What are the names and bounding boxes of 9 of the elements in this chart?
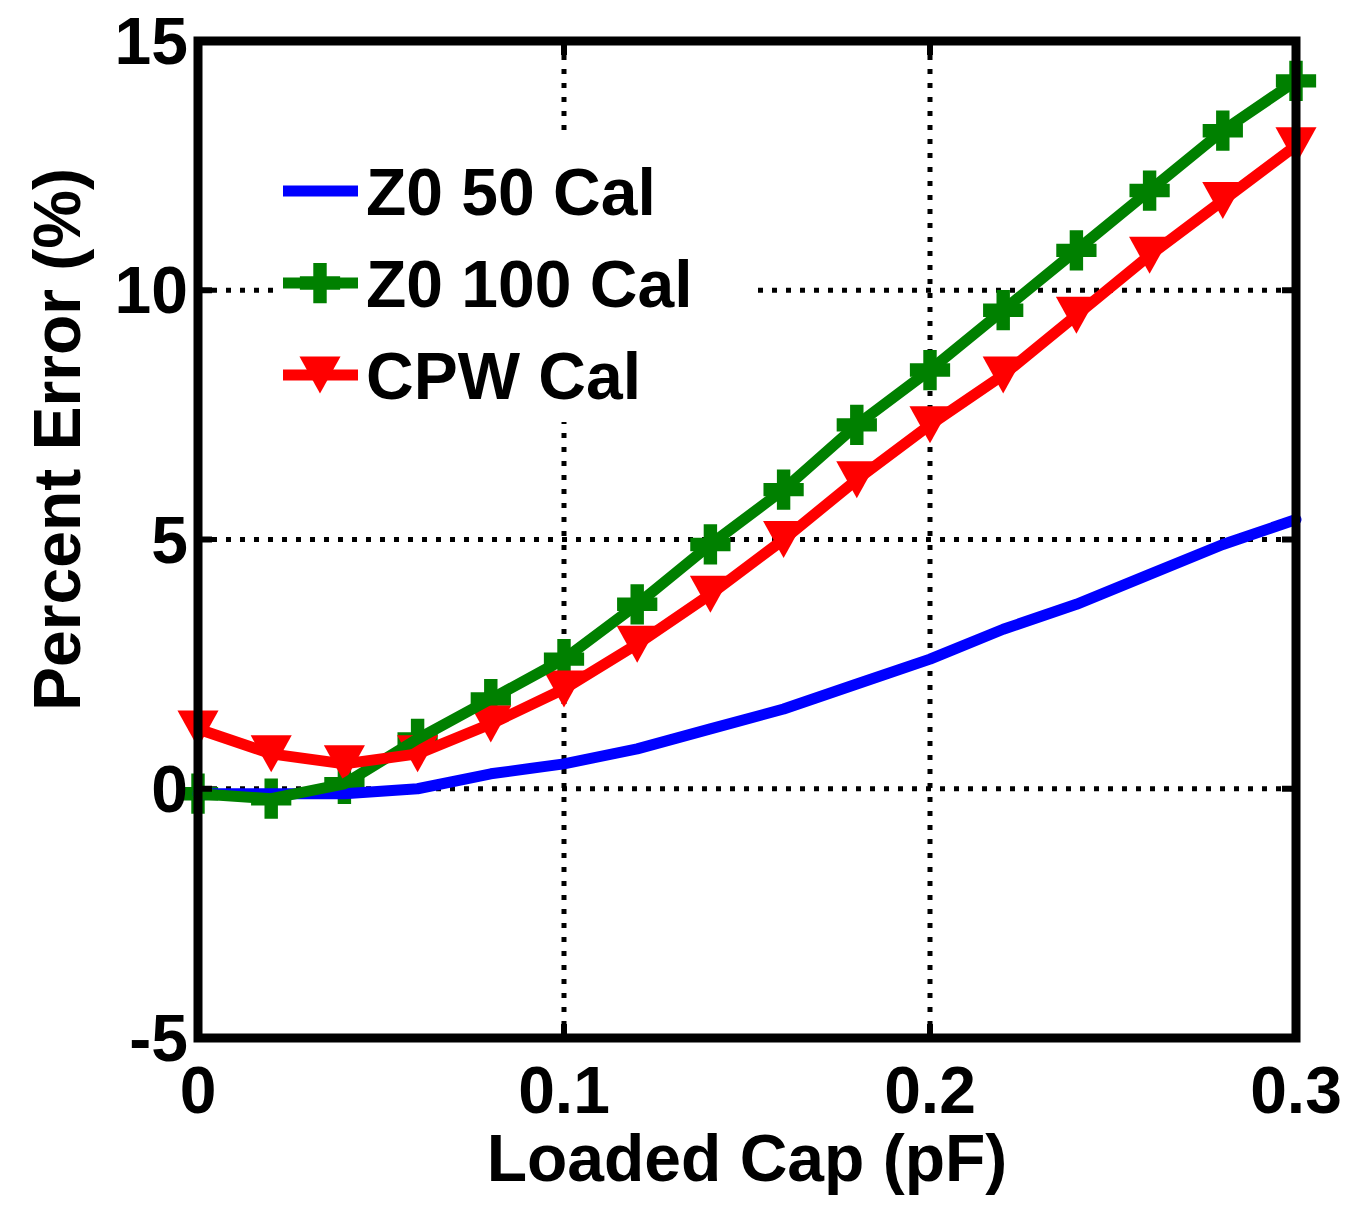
y-tick-label: 10 — [114, 253, 188, 328]
y-tick-label: 0 — [151, 751, 188, 826]
y-tick-label: 15 — [114, 4, 188, 78]
x-tick-label: 0.3 — [1250, 1053, 1342, 1127]
y-axis-title: Percent Error (%) — [20, 168, 94, 711]
legend-label: CPW Cal — [366, 339, 642, 413]
y-tick-label: 5 — [151, 502, 188, 577]
legend-label: Z0 100 Cal — [366, 247, 693, 321]
legend-label: Z0 50 Cal — [366, 155, 656, 229]
